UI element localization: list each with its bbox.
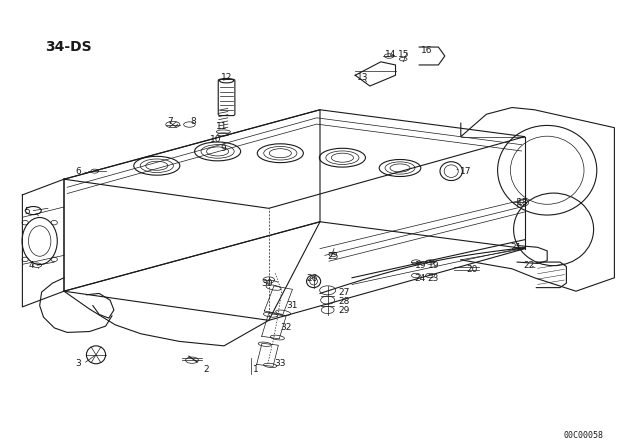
Text: 11: 11 — [216, 122, 228, 131]
Text: 26: 26 — [306, 274, 317, 283]
Text: 29: 29 — [338, 306, 349, 314]
Text: 6: 6 — [76, 167, 81, 176]
Text: 18: 18 — [517, 198, 529, 207]
Text: 21: 21 — [511, 243, 522, 252]
Text: 10: 10 — [210, 135, 221, 144]
Text: 7: 7 — [168, 117, 173, 126]
Text: 2: 2 — [204, 365, 209, 374]
Text: 19: 19 — [415, 261, 426, 270]
Text: 9: 9 — [221, 144, 227, 153]
Text: 14: 14 — [385, 50, 397, 59]
Text: 1: 1 — [253, 365, 259, 374]
Text: 20: 20 — [466, 265, 477, 274]
Text: 4: 4 — [29, 261, 35, 270]
Text: 17: 17 — [460, 167, 471, 176]
Text: 22: 22 — [524, 261, 535, 270]
Text: 25: 25 — [328, 252, 339, 261]
Text: 23: 23 — [428, 274, 439, 283]
Text: 3: 3 — [76, 359, 81, 368]
Text: 12: 12 — [221, 73, 232, 82]
Text: 15: 15 — [398, 50, 410, 59]
Text: 16: 16 — [421, 46, 433, 55]
Text: 24: 24 — [415, 274, 426, 283]
Text: 32: 32 — [280, 323, 292, 332]
Text: 13: 13 — [357, 73, 369, 82]
Text: 28: 28 — [338, 297, 349, 306]
Text: 5: 5 — [24, 207, 30, 216]
Text: 00C00058: 00C00058 — [563, 431, 604, 440]
Text: 31: 31 — [287, 301, 298, 310]
Text: 30: 30 — [261, 279, 273, 288]
Text: 27: 27 — [338, 288, 349, 297]
Text: 19: 19 — [428, 261, 439, 270]
Text: 33: 33 — [274, 359, 285, 368]
Text: 34-DS: 34-DS — [45, 40, 92, 54]
Text: 8: 8 — [191, 117, 196, 126]
